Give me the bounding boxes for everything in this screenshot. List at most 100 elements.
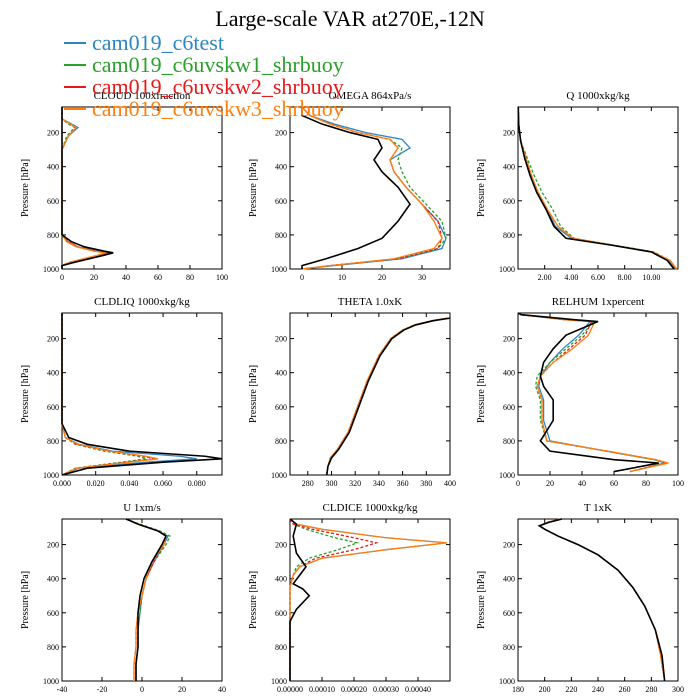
y-axis-label: Pressure [hPa] xyxy=(476,365,487,423)
x-tick-label: 240 xyxy=(592,685,604,694)
series-line-1 xyxy=(289,518,447,681)
series-line-5 xyxy=(537,518,666,682)
panel-title: T 1xK xyxy=(584,502,612,514)
series-line-5 xyxy=(301,107,411,269)
x-tick-label: 6.00 xyxy=(591,273,605,282)
y-tick-label: 400 xyxy=(503,369,515,378)
series-line-5 xyxy=(61,313,223,476)
figure-title: Large-scale VAR at270E,-12N xyxy=(215,6,485,31)
x-tick-label: 40 xyxy=(218,685,226,694)
y-tick-label: 400 xyxy=(503,575,515,584)
x-tick-label: 180 xyxy=(512,685,524,694)
series-line-1 xyxy=(61,107,111,269)
plot-frame xyxy=(61,106,223,270)
x-tick-label: 200 xyxy=(539,685,551,694)
x-tick-label: 280 xyxy=(302,479,314,488)
x-tick-label: 280 xyxy=(645,685,657,694)
plot-frame xyxy=(517,518,679,682)
panel-title: CLDLIQ 1000xkg/kg xyxy=(94,296,190,308)
series-line-4 xyxy=(61,107,106,269)
legend-entry-4: cam019_c6uvskw3_shrbuoy xyxy=(64,98,344,120)
x-tick-label: 0 xyxy=(300,273,304,282)
series-line-1 xyxy=(301,106,447,270)
series-line-5 xyxy=(517,106,675,270)
x-tick-label: 30 xyxy=(418,273,426,282)
y-tick-label: 800 xyxy=(47,643,59,652)
panel-title: CLOUD 100xfraction xyxy=(94,90,191,102)
series-line-1 xyxy=(537,518,666,682)
series-line-4 xyxy=(301,106,443,270)
x-tick-label: 360 xyxy=(397,479,409,488)
y-tick-label: 1000 xyxy=(43,677,59,686)
plot-frame xyxy=(517,106,679,270)
legend-label-3: cam019_c6uvskw2_shrbuoy xyxy=(92,74,344,99)
y-tick-label: 200 xyxy=(275,541,287,550)
y-axis-label: Pressure [hPa] xyxy=(248,159,259,217)
x-tick-label: 4.00 xyxy=(564,273,578,282)
y-tick-label: 600 xyxy=(503,403,515,412)
y-tick-label: 1000 xyxy=(271,677,287,686)
y-tick-label: 600 xyxy=(275,403,287,412)
plot-frame xyxy=(517,312,679,476)
plot-frame xyxy=(289,106,451,270)
y-tick-label: 800 xyxy=(503,231,515,240)
panel-title: CLDICE 1000xkg/kg xyxy=(322,502,418,514)
series-line-2 xyxy=(517,106,678,270)
x-tick-label: 0.00040 xyxy=(405,685,431,694)
y-tick-label: 600 xyxy=(47,609,59,618)
y-tick-label: 400 xyxy=(47,369,59,378)
y-tick-label: 400 xyxy=(47,575,59,584)
legend-entry-3: cam019_c6uvskw2_shrbuoy xyxy=(64,76,344,98)
x-tick-label: 60 xyxy=(154,273,162,282)
x-tick-label: 380 xyxy=(420,479,432,488)
series-line-3 xyxy=(537,518,666,682)
y-tick-label: 200 xyxy=(503,541,515,550)
y-tick-label: 200 xyxy=(503,129,515,138)
y-tick-label: 200 xyxy=(503,335,515,344)
y-tick-label: 1000 xyxy=(499,265,515,274)
x-tick-label: 340 xyxy=(373,479,385,488)
x-tick-label: 0.000 xyxy=(53,479,71,488)
y-tick-label: 200 xyxy=(47,541,59,550)
x-tick-label: 400 xyxy=(444,479,456,488)
y-tick-label: 200 xyxy=(47,335,59,344)
legend: cam019_c6test cam019_c6uvskw1_shrbuoy ca… xyxy=(64,32,344,120)
x-tick-label: 0.00020 xyxy=(341,685,367,694)
series-line-2 xyxy=(537,518,666,682)
x-tick-label: 20 xyxy=(178,685,186,694)
y-tick-label: 400 xyxy=(503,163,515,172)
legend-swatch-2 xyxy=(64,64,86,66)
series-line-1 xyxy=(326,317,448,476)
y-tick-label: 400 xyxy=(275,575,287,584)
panel-8: CLDICE 1000xkg/kg Pressure [hPa] 200 400 600… xyxy=(248,502,451,694)
x-tick-label: 0.020 xyxy=(87,479,105,488)
series-line-5 xyxy=(61,107,114,269)
y-tick-label: 800 xyxy=(47,437,59,446)
x-tick-label: 300 xyxy=(672,685,684,694)
y-tick-label: 800 xyxy=(503,643,515,652)
legend-entry-2: cam019_c6uvskw1_shrbuoy xyxy=(64,54,344,76)
x-tick-label: -40 xyxy=(57,685,68,694)
y-tick-label: 400 xyxy=(275,369,287,378)
series-line-3 xyxy=(289,518,379,681)
plot-frame xyxy=(289,518,451,682)
y-tick-label: 200 xyxy=(275,129,287,138)
series-line-4 xyxy=(61,313,159,476)
y-tick-label: 600 xyxy=(503,609,515,618)
panel-title: Q 1000xkg/kg xyxy=(566,90,630,102)
x-tick-label: 0.00010 xyxy=(309,685,335,694)
y-tick-label: 800 xyxy=(47,231,59,240)
x-tick-label: 2.00 xyxy=(538,273,552,282)
series-line-5 xyxy=(289,518,311,681)
series-line-5 xyxy=(325,317,451,476)
y-tick-label: 1000 xyxy=(271,471,287,480)
y-tick-label: 800 xyxy=(275,231,287,240)
x-tick-label: 260 xyxy=(619,685,631,694)
y-axis-label: Pressure [hPa] xyxy=(476,159,487,217)
x-tick-label: 20 xyxy=(546,479,554,488)
x-tick-label: 10 xyxy=(338,273,346,282)
legend-entry-1: cam019_c6test xyxy=(64,32,344,54)
